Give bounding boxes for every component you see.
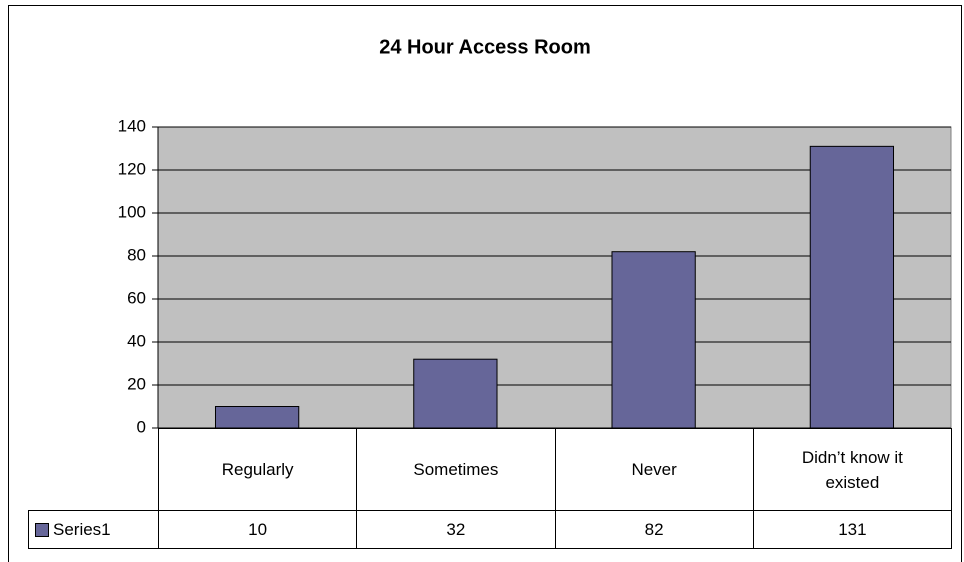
- data-label: 82: [554, 510, 754, 549]
- legend-swatch: [35, 522, 49, 537]
- x-tick-label-text: Sometimes: [413, 460, 499, 479]
- data-label-text: 82: [644, 520, 664, 539]
- y-tick-label: 80: [127, 245, 146, 264]
- bar: [809, 145, 895, 429]
- bar: [413, 358, 498, 429]
- x-tick-label: Regularly: [158, 428, 358, 511]
- x-tick-label-text: Regularly: [221, 460, 294, 479]
- data-label: 32: [356, 510, 556, 549]
- data-label-text: 131: [838, 520, 867, 539]
- data-label-text: 32: [446, 520, 466, 539]
- x-tick-label-text: Never: [631, 460, 677, 479]
- y-tick-label: 60: [127, 288, 146, 307]
- y-tick-label: 40: [127, 331, 146, 350]
- y-tick-label: 20: [127, 374, 146, 393]
- x-tick-label-text: Didn’t know it existed: [801, 447, 903, 492]
- data-label-text: 10: [248, 520, 268, 539]
- legend-label: Series1: [53, 520, 111, 539]
- data-label: 131: [752, 510, 952, 549]
- y-tick-label: 100: [118, 202, 146, 221]
- x-tick-label: Never: [554, 428, 754, 511]
- x-tick-label: Didn’t know it existed: [752, 428, 952, 511]
- x-tick-label: Sometimes: [356, 428, 556, 511]
- data-label: 10: [158, 510, 358, 549]
- bar: [611, 251, 696, 429]
- y-tick-label: 0: [137, 417, 146, 436]
- bar: [214, 406, 300, 429]
- chart-title: 24 Hour Access Room: [379, 36, 591, 58]
- y-tick-label: 140: [118, 116, 146, 135]
- y-tick-label: 120: [118, 159, 146, 178]
- legend-cell: Series1: [28, 510, 159, 549]
